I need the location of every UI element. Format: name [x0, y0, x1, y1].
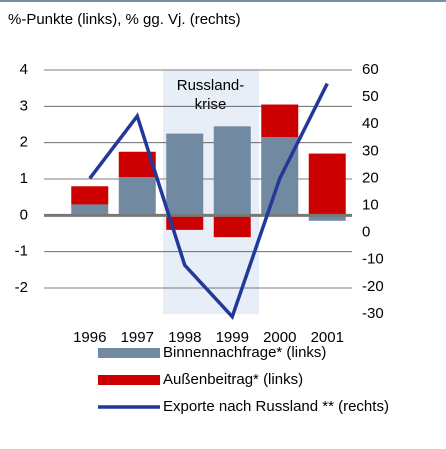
- legend-label: Außenbeitrag* (links): [163, 371, 303, 388]
- annotation: Russland-: [177, 77, 245, 94]
- y2-tick-label: -30: [362, 305, 384, 322]
- legend-swatch: [98, 375, 160, 385]
- bar: [308, 153, 346, 216]
- y-tick-label: 4: [20, 61, 28, 78]
- y-tick-label: 3: [20, 97, 28, 114]
- y2-tick-label: 30: [362, 142, 379, 159]
- bar: [166, 215, 204, 230]
- x-tick-label: 1998: [168, 329, 201, 346]
- bar: [118, 177, 156, 216]
- y2-tick-label: 60: [362, 61, 379, 78]
- y2-tick-label: 0: [362, 224, 370, 241]
- bar: [71, 204, 109, 216]
- y-tick-label: -2: [15, 279, 28, 296]
- x-tick-label: 1999: [216, 329, 249, 346]
- x-tick-label: 1996: [73, 329, 106, 346]
- legend-label: Binnennachfrage* (links): [163, 344, 326, 361]
- bar: [213, 215, 251, 238]
- y-tick-label: 0: [20, 206, 28, 223]
- x-tick-label: 1997: [121, 329, 154, 346]
- chart-subtitle: %-Punkte (links), % gg. Vj. (rechts): [8, 11, 241, 28]
- y2-tick-label: -20: [362, 278, 384, 295]
- y2-tick-label: 50: [362, 88, 379, 105]
- bar: [308, 215, 346, 221]
- x-tick-label: 2000: [263, 329, 296, 346]
- legend-label: Exporte nach Russland ** (rechts): [163, 398, 389, 415]
- y-tick-label: -1: [15, 243, 28, 260]
- annotation: krise: [195, 96, 227, 113]
- legend-swatch: [98, 348, 160, 358]
- y2-tick-label: 20: [362, 169, 379, 186]
- y2-tick-label: 10: [362, 197, 379, 214]
- y-tick-label: 2: [20, 134, 28, 151]
- bar: [261, 104, 299, 138]
- y2-tick-label: 40: [362, 115, 379, 132]
- bar: [166, 133, 204, 216]
- bar: [71, 186, 109, 205]
- line-series: [88, 82, 329, 321]
- x-tick-label: 2001: [311, 329, 344, 346]
- y-tick-label: 1: [20, 170, 28, 187]
- y2-tick-label: -10: [362, 251, 384, 268]
- bar: [213, 126, 251, 216]
